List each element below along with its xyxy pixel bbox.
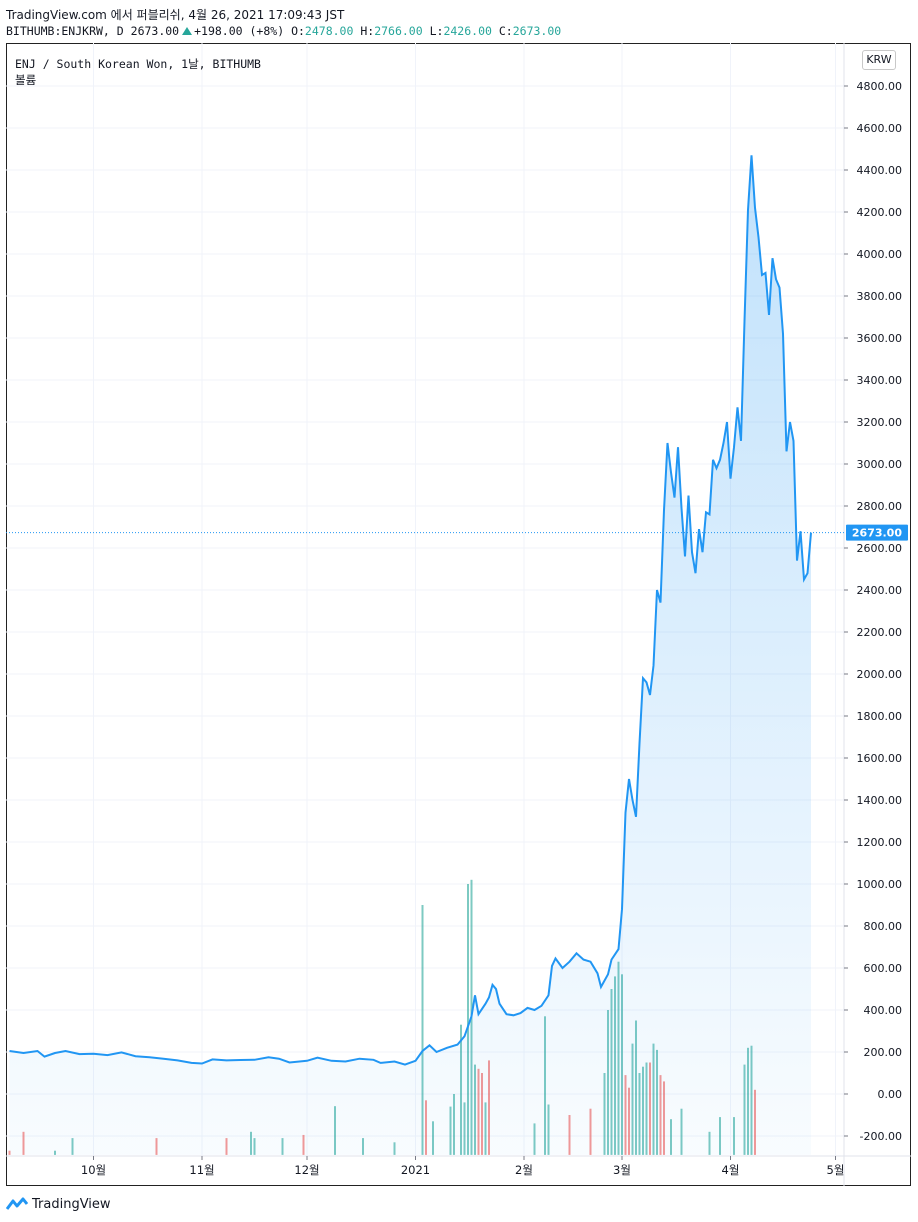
volume-bar bbox=[421, 905, 424, 1155]
high-value: 2766.00 bbox=[374, 24, 423, 38]
price-tick-label: 1600.00 bbox=[857, 752, 903, 765]
price-tick-label: 4200.00 bbox=[857, 206, 903, 219]
footer-brand[interactable]: TradingView bbox=[6, 1194, 111, 1214]
price-tick-label: 800.00 bbox=[864, 920, 903, 933]
price-tick-label: 2600.00 bbox=[857, 542, 903, 555]
current-price-badge bbox=[846, 524, 908, 541]
up-arrow-icon bbox=[182, 27, 193, 35]
price-tick-label: 1000.00 bbox=[857, 878, 903, 891]
price-tick-label: -200.00 bbox=[860, 1130, 902, 1143]
price-tick-label: 4800.00 bbox=[857, 80, 903, 93]
price-tick-label: 0.00 bbox=[878, 1088, 903, 1101]
price-tick-label: 4600.00 bbox=[857, 122, 903, 135]
price-change: +198.00 (+8%) bbox=[194, 24, 285, 38]
price-tick-label: 600.00 bbox=[864, 962, 903, 975]
price-tick-label: 400.00 bbox=[864, 1004, 903, 1017]
time-tick-label: 10월 bbox=[81, 1163, 106, 1177]
tradingview-logo-icon bbox=[6, 1197, 28, 1210]
time-tick-label: 4월 bbox=[722, 1163, 740, 1177]
price-tick-label: 2400.00 bbox=[857, 584, 903, 597]
open-value: 2478.00 bbox=[304, 24, 354, 38]
series-title: ENJ / South Korean Won, 1날, BITHUMB bbox=[15, 57, 261, 71]
chart-frame bbox=[6, 43, 911, 1186]
price-tick-label: 3400.00 bbox=[857, 374, 903, 387]
open-label: O: bbox=[291, 24, 305, 38]
low-label: L: bbox=[429, 24, 444, 38]
price-line bbox=[9, 155, 812, 1066]
low-value: 2426.00 bbox=[443, 24, 492, 38]
price-tick-label: 3600.00 bbox=[857, 332, 903, 345]
price-tick-label: 4400.00 bbox=[857, 164, 903, 177]
price-tick-label: 200.00 bbox=[864, 1046, 903, 1059]
price-tick-label: 1400.00 bbox=[857, 794, 903, 807]
symbol-label: BITHUMB:ENJKRW, D bbox=[6, 24, 124, 38]
volume-bar bbox=[467, 884, 469, 1155]
volume-legend: 볼륨 bbox=[15, 73, 37, 87]
time-tick-label: 2021 bbox=[401, 1163, 430, 1177]
price-tick-label: 2800.00 bbox=[857, 500, 903, 513]
time-axis[interactable]: 10월 11월 12월 2021 2월 3월 4월 5월 bbox=[81, 1156, 845, 1177]
price-chart[interactable]: 4800.00 4600.00 4400.00 4200.00 4000.00 3800.… bbox=[6, 43, 911, 1186]
time-tick-label: 5월 bbox=[827, 1163, 845, 1177]
high-label: H: bbox=[360, 24, 375, 38]
current-price-text: 2673.00 bbox=[852, 527, 902, 540]
brand-name: TradingView bbox=[32, 1196, 111, 1212]
price-tick-label: 3800.00 bbox=[857, 290, 903, 303]
currency-button[interactable]: KRW bbox=[862, 50, 896, 70]
price-area bbox=[9, 155, 811, 1155]
price-tick-label: 3200.00 bbox=[857, 416, 903, 429]
publish-info: TradingView.com 에서 퍼블리쉬, 4월 26, 2021 17:… bbox=[6, 8, 345, 22]
price-tick-label: 4000.00 bbox=[857, 248, 903, 261]
price-axis[interactable]: 4800.00 4600.00 4400.00 4200.00 4000.00 3800.… bbox=[844, 80, 902, 1143]
price-tick-label: 1200.00 bbox=[857, 836, 903, 849]
last-price: 2673.00 bbox=[130, 24, 180, 38]
time-tick-label: 11월 bbox=[189, 1163, 214, 1177]
close-value: 2673.00 bbox=[512, 24, 562, 38]
grid-lines bbox=[6, 43, 911, 1186]
current-price-label: 2673.00 bbox=[846, 524, 908, 541]
price-tick-label: 2200.00 bbox=[857, 626, 903, 639]
price-tick-label: 2000.00 bbox=[857, 668, 903, 681]
price-tick-label: 3000.00 bbox=[857, 458, 903, 471]
close-label: C: bbox=[498, 24, 513, 38]
price-tick-label: 1800.00 bbox=[857, 710, 903, 723]
time-tick-label: 2월 bbox=[515, 1163, 533, 1177]
ohlc-readout: BITHUMB:ENJKRW, D 2673.00 +198.00 (+8%) O… bbox=[6, 24, 561, 38]
time-tick-label: 3월 bbox=[613, 1163, 631, 1177]
time-tick-label: 12월 bbox=[294, 1163, 319, 1177]
